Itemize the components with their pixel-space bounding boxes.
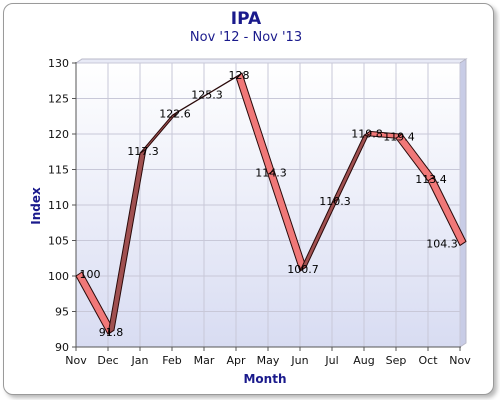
y-tick-label: 125 <box>48 93 69 106</box>
x-tick-label: Aug <box>353 354 374 367</box>
x-tick-label: Nov <box>65 354 87 367</box>
x-tick-label: Apr <box>226 354 246 367</box>
x-tick-label: Feb <box>162 354 181 367</box>
data-label: 113.4 <box>415 173 447 186</box>
axes <box>72 62 461 351</box>
x-axis-label: Month <box>243 372 286 386</box>
x-tick-label: Oct <box>418 354 438 367</box>
data-label: 125.3 <box>191 88 223 101</box>
data-label: 122.6 <box>159 108 191 121</box>
y-tick-label: 110 <box>48 199 69 212</box>
x-tick-label: Jul <box>324 354 338 367</box>
y-tick-labels: 90 95 100 105 110 115 120 125 130 <box>48 57 69 354</box>
x-tick-label: Nov <box>449 354 471 367</box>
data-label: 110.3 <box>319 195 351 208</box>
data-label: 117.3 <box>127 145 159 158</box>
y-tick-label: 105 <box>48 235 69 248</box>
plot-right-edge <box>459 58 467 348</box>
y-tick-label: 90 <box>55 341 69 354</box>
data-label: 114.3 <box>255 166 287 179</box>
y-axis-label: Index <box>29 187 43 225</box>
x-tick-label: Jan <box>131 354 149 367</box>
grid <box>75 62 461 348</box>
data-label: 128 <box>229 69 250 82</box>
chart-subtitle: Nov '12 - Nov '13 <box>190 30 302 45</box>
data-label: 91.8 <box>99 326 124 339</box>
x-tick-labels: Nov Dec Jan Feb Mar Apr May Jun Jul Aug Sep Oct Nov <box>65 354 471 367</box>
y-tick-label: 130 <box>48 57 69 70</box>
series-segment <box>427 176 467 246</box>
chart-title: IPA <box>231 9 262 29</box>
data-label: 100 <box>80 268 101 281</box>
x-tick-label: May <box>257 354 280 367</box>
y-tick-label: 100 <box>48 270 69 283</box>
y-tick-label: 120 <box>48 128 69 141</box>
data-label: 119.4 <box>383 130 415 143</box>
plot-top-edge <box>74 58 468 64</box>
data-label: 104.3 <box>426 237 458 250</box>
x-tick-label: Jun <box>290 354 308 367</box>
y-tick-label: 95 <box>55 306 69 319</box>
data-series <box>75 72 467 335</box>
x-tick-label: Sep <box>386 354 407 367</box>
data-label: 119.8 <box>351 127 383 140</box>
x-tick-label: Dec <box>97 354 118 367</box>
y-tick-label: 115 <box>48 164 69 177</box>
x-tick-label: Mar <box>194 354 215 367</box>
data-label: 100.7 <box>287 263 319 276</box>
